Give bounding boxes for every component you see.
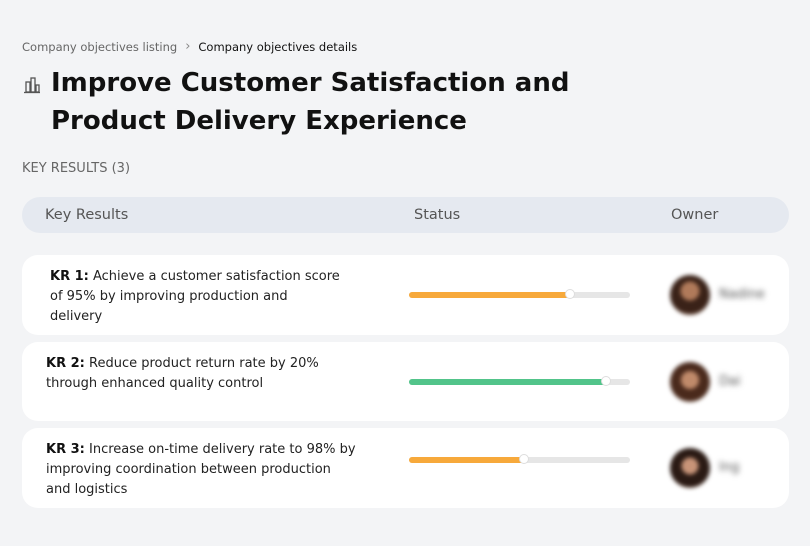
table-header: Key Results Status Owner xyxy=(22,197,789,233)
progress-knob xyxy=(600,375,611,386)
column-header: Key Results xyxy=(45,207,129,223)
key-result-text: KR 3: Increase on-time delivery rate to … xyxy=(46,440,356,500)
breadcrumb-current: Company objectives details xyxy=(198,39,358,54)
progress-fill xyxy=(409,457,524,463)
key-result-row: KR 1: Achieve a customer satisfaction sc… xyxy=(22,255,789,335)
page-title: Improve Customer Satisfaction and Produc… xyxy=(51,68,570,136)
key-result-description: Increase on-time delivery rate to 98% by… xyxy=(46,442,356,497)
key-result-id: KR 3: xyxy=(46,442,85,457)
objective-icon xyxy=(24,77,40,94)
key-result-row: KR 2: Reduce product return rate by 20% … xyxy=(22,342,789,421)
section-label: KEY RESULTS (3) xyxy=(22,161,131,176)
progress-fill xyxy=(409,378,606,385)
progress-knob xyxy=(565,289,576,299)
owner-avatar xyxy=(670,275,710,315)
owner-avatar xyxy=(670,448,710,488)
column-header: Status xyxy=(414,207,461,223)
key-result-text: KR 1: Achieve a customer satisfaction sc… xyxy=(50,267,340,327)
owner-name: Ing xyxy=(719,460,740,475)
progress-knob xyxy=(518,454,529,464)
key-result-id: KR 1: xyxy=(50,269,89,284)
key-result-description: Achieve a customer satisfaction score of… xyxy=(50,269,340,324)
progress-track xyxy=(409,289,630,299)
breadcrumb-link[interactable]: Company objectives listing xyxy=(22,39,178,54)
breadcrumb: Company objectives listing › Company obj… xyxy=(22,39,357,54)
progress-track xyxy=(409,454,630,464)
breadcrumb-separator: › xyxy=(185,39,191,54)
progress-fill xyxy=(409,292,571,298)
key-result-id: KR 2: xyxy=(46,356,85,371)
owner-name: Dai xyxy=(719,373,741,389)
key-result-row: KR 3: Increase on-time delivery rate to … xyxy=(22,428,789,508)
key-result-description: Reduce product return rate by 20% throug… xyxy=(46,356,319,391)
progress-track xyxy=(409,375,630,386)
owner-avatar xyxy=(670,361,710,402)
owner-name: Nadine xyxy=(719,287,765,302)
key-result-text: KR 2: Reduce product return rate by 20% … xyxy=(46,354,366,394)
column-header: Owner xyxy=(671,207,719,223)
